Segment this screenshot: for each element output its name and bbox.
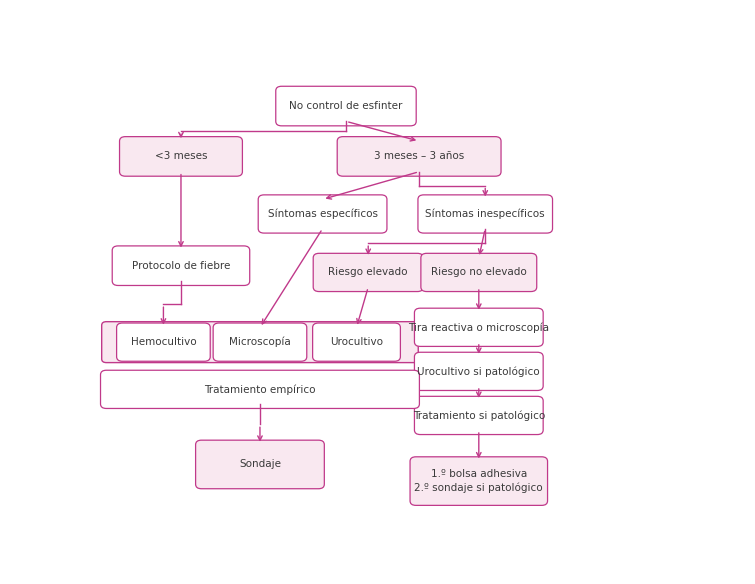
FancyBboxPatch shape [196,440,325,489]
FancyBboxPatch shape [418,195,553,233]
Text: Urocultivo si patológico: Urocultivo si patológico [418,366,540,377]
FancyBboxPatch shape [421,253,537,291]
FancyBboxPatch shape [102,322,418,363]
FancyBboxPatch shape [313,253,424,291]
FancyBboxPatch shape [100,370,420,408]
Text: Protocolo de fiebre: Protocolo de fiebre [132,260,230,271]
Text: Riesgo elevado: Riesgo elevado [328,267,408,277]
FancyBboxPatch shape [276,86,416,126]
Text: Tira reactiva o microscopía: Tira reactiva o microscopía [408,322,550,332]
Text: Riesgo no elevado: Riesgo no elevado [431,267,527,277]
FancyBboxPatch shape [337,137,501,176]
FancyBboxPatch shape [313,323,400,361]
FancyBboxPatch shape [410,457,547,505]
FancyBboxPatch shape [116,323,210,361]
Text: Urocultivo: Urocultivo [330,337,383,347]
Text: 1.º bolsa adhesiva
2.º sondaje si patológico: 1.º bolsa adhesiva 2.º sondaje si patoló… [414,469,543,493]
Text: Hemocultivo: Hemocultivo [131,337,196,347]
Text: Microscopía: Microscopía [229,337,291,347]
FancyBboxPatch shape [112,246,250,286]
FancyBboxPatch shape [414,397,543,434]
Text: Síntomas específicos: Síntomas específicos [267,208,378,219]
Text: 3 meses – 3 años: 3 meses – 3 años [374,151,464,161]
Text: Tratamiento si patológico: Tratamiento si patológico [413,410,545,420]
Text: Sondaje: Sondaje [239,460,281,470]
Text: Tratamiento empírico: Tratamiento empírico [204,384,316,395]
FancyBboxPatch shape [414,352,543,391]
FancyBboxPatch shape [258,195,387,233]
Text: Síntomas inespecíficos: Síntomas inespecíficos [425,208,545,219]
FancyBboxPatch shape [119,137,242,176]
Text: No control de esfinter: No control de esfinter [289,101,402,111]
Text: <3 meses: <3 meses [155,151,207,161]
FancyBboxPatch shape [414,308,543,346]
FancyBboxPatch shape [213,323,307,361]
